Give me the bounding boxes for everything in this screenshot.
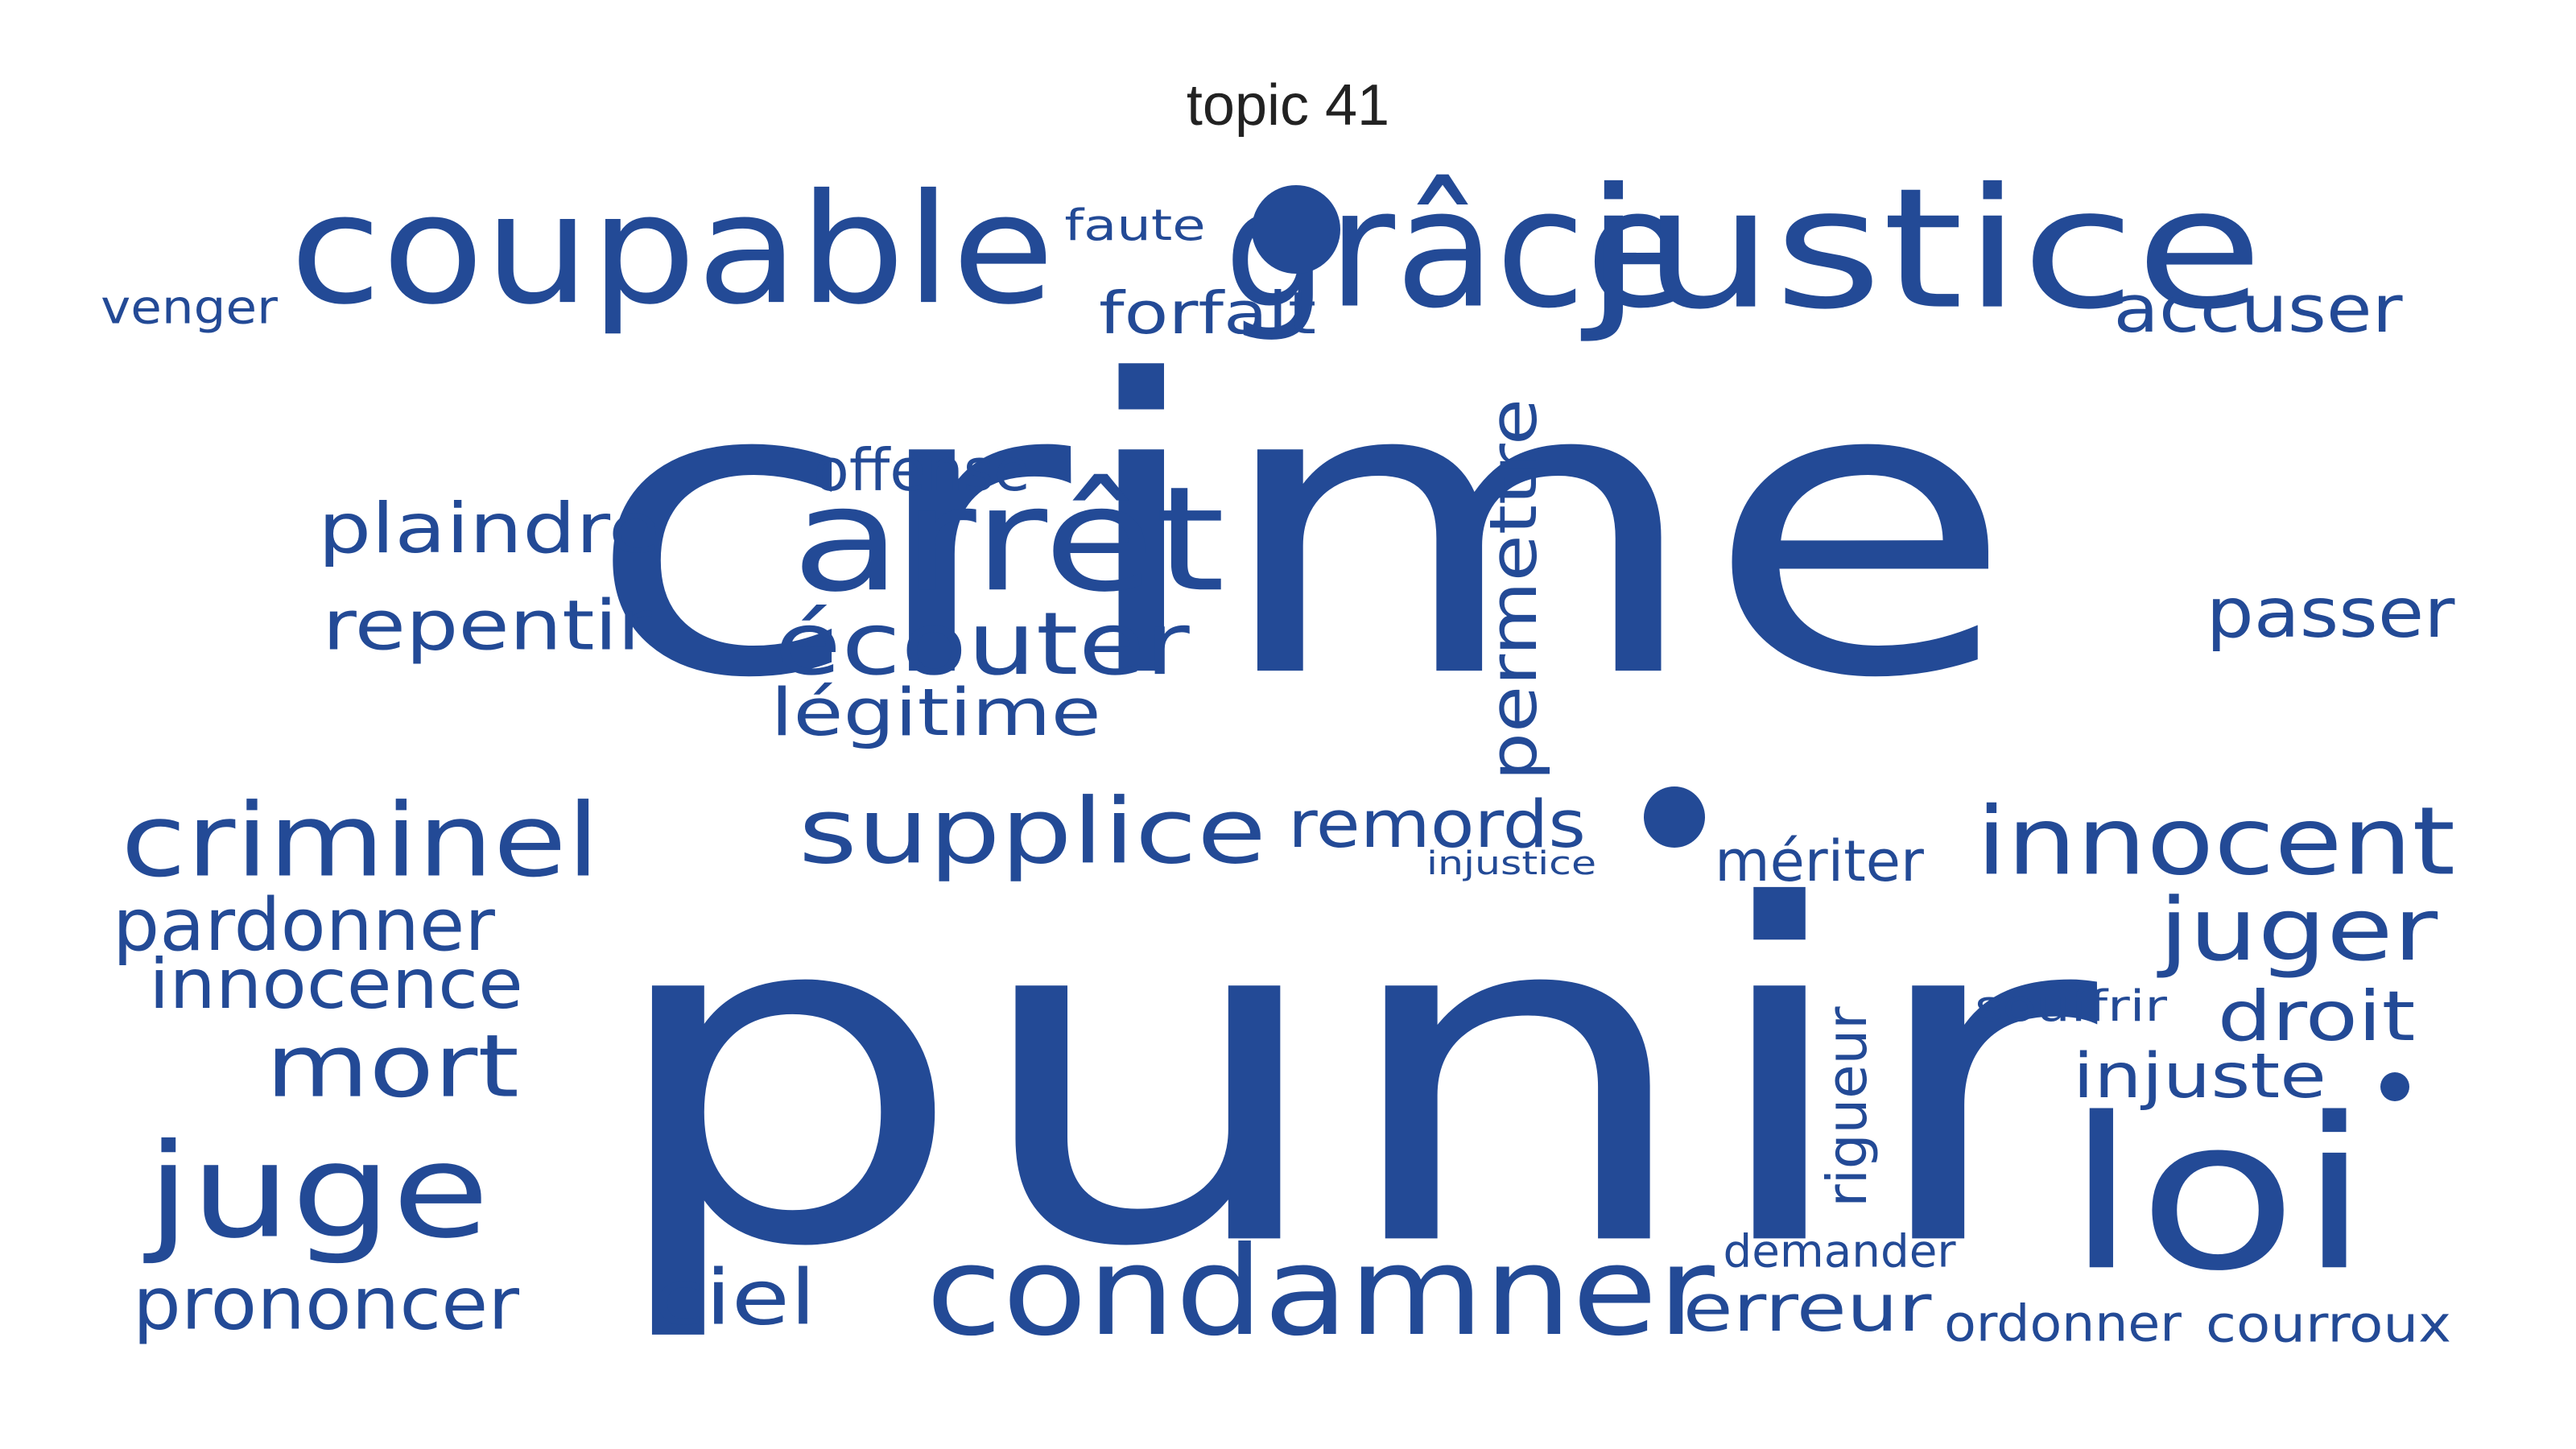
word-juger: juger xyxy=(2157,879,2439,980)
word-justice: justice xyxy=(1580,153,2263,346)
word-ordonner: ordonner xyxy=(1944,1295,2182,1354)
word-permettre: permettre xyxy=(1476,398,1552,781)
word-legitime: légitime xyxy=(770,675,1100,751)
word-criminel: criminel xyxy=(121,782,600,899)
word-courroux: courroux xyxy=(2206,1294,2451,1353)
word-remords: remords xyxy=(1288,787,1586,863)
word-loi: loi xyxy=(2065,1074,2371,1317)
word-injustice: injustice xyxy=(1426,844,1596,882)
word-souffrir: souffrir xyxy=(1975,981,2168,1032)
word-innocent: innocent xyxy=(1976,786,2455,896)
word-offense: offense xyxy=(813,437,1030,504)
word-plaindre: plaindre xyxy=(318,489,660,569)
word-venger: venger xyxy=(101,281,278,335)
dot-glyph xyxy=(1252,185,1340,274)
word-juge: juge xyxy=(143,1116,490,1267)
word-crime: crime xyxy=(585,296,2016,767)
word-injuste: injuste xyxy=(2073,1041,2326,1112)
word-repentir: repentir xyxy=(323,586,652,666)
word-ecouter: écouter xyxy=(774,593,1190,694)
word-demander: demander xyxy=(1723,1225,1956,1278)
word-meriter: mériter xyxy=(1715,828,1924,894)
word-coupable: coupable xyxy=(290,161,1055,337)
word-arret: arrêt xyxy=(791,455,1225,623)
word-rigueur: rigueur xyxy=(1815,1006,1880,1208)
word-mort: mort xyxy=(266,1016,519,1117)
word-supplice: supplice xyxy=(799,778,1266,884)
word-faute: faute xyxy=(1064,200,1205,251)
word-prononcer: prononcer xyxy=(133,1262,519,1346)
dot-glyph xyxy=(2380,1072,2409,1101)
word-punir: punir xyxy=(600,810,2103,1348)
dot-glyph xyxy=(1644,786,1705,848)
word-erreur: erreur xyxy=(1683,1270,1932,1347)
word-droit: droit xyxy=(2218,976,2416,1057)
word-ciel: ciel xyxy=(653,1254,816,1343)
word-pardonner: pardonner xyxy=(113,884,496,968)
word-condamner: condamner xyxy=(926,1220,1715,1363)
word-accuser: accuser xyxy=(2113,272,2403,347)
figure-title: topic 41 xyxy=(1186,73,1390,138)
word-passer: passer xyxy=(2207,574,2455,654)
word-forfait: forfait xyxy=(1099,280,1316,347)
word-innocence: innocence xyxy=(149,944,523,1025)
